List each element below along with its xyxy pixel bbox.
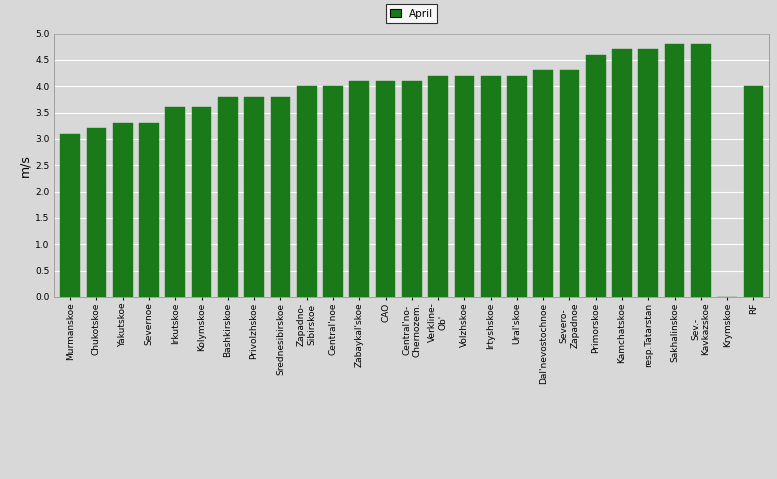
Bar [139,123,159,297]
Bar [402,81,422,297]
Bar [375,81,395,297]
Legend: April: April [386,4,437,23]
Bar [559,70,580,297]
Bar [428,76,448,297]
Bar [270,97,291,297]
Bar [481,76,500,297]
Bar [61,134,80,297]
Bar [86,128,106,297]
Bar [507,76,527,297]
Bar [113,123,133,297]
Bar [350,81,369,297]
Bar [691,44,711,297]
Bar [586,55,605,297]
Bar [665,44,685,297]
Bar [192,107,211,297]
Y-axis label: m/s: m/s [18,154,31,177]
Bar [218,97,238,297]
Bar [297,86,316,297]
Bar [166,107,185,297]
Bar [455,76,474,297]
Bar [612,49,632,297]
Bar [639,49,658,297]
Bar [244,97,264,297]
Bar [744,86,763,297]
Bar [533,70,553,297]
Bar [323,86,343,297]
